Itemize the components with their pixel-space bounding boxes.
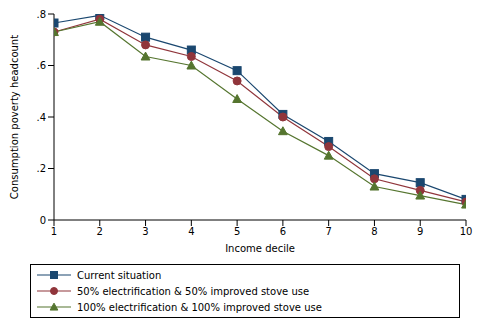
svg-text:0: 0	[40, 215, 46, 226]
svg-text:3: 3	[142, 226, 148, 237]
html-text:50% electrification & 50% impr: 50% electrification & 50% improved stove…	[77, 285, 310, 297]
html-text:Current situation: Current situation	[77, 269, 162, 281]
svg-text:2: 2	[97, 226, 103, 237]
svg-text:Income decile: Income decile	[225, 243, 295, 254]
svg-text:4: 4	[188, 226, 194, 237]
svg-text:.4: .4	[36, 112, 46, 123]
svg-text:.8: .8	[36, 9, 46, 20]
svg-text:5: 5	[234, 226, 240, 237]
svg-text:9: 9	[417, 226, 423, 237]
svg-text:Consumption poverty headcount: Consumption poverty headcount	[9, 35, 20, 199]
html-text:100% electrification & 100% im: 100% electrification & 100% improved sto…	[77, 301, 322, 313]
svg-text:8: 8	[371, 226, 377, 237]
svg-text:.2: .2	[36, 163, 46, 174]
svg-text:.6: .6	[36, 60, 46, 71]
svg-text:1: 1	[51, 226, 57, 237]
svg-text:6: 6	[280, 226, 286, 237]
svg-text:7: 7	[325, 226, 331, 237]
svg-text:10: 10	[460, 226, 473, 237]
